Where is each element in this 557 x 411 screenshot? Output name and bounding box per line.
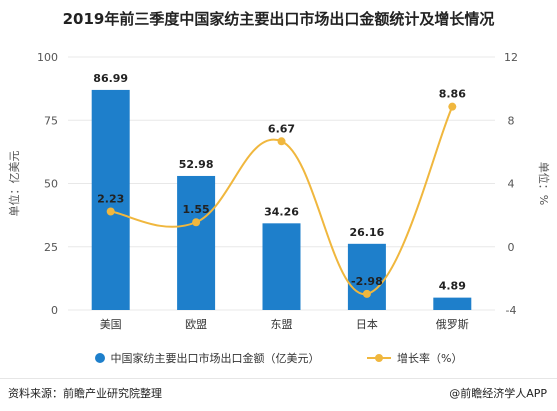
- footer: 资料来源：前瞻产业研究院整理 @前瞻经济学人APP: [0, 378, 557, 411]
- y-right-tick-label: 4: [508, 178, 515, 191]
- growth-rate-label: 1.55: [183, 203, 210, 216]
- growth-rate-line: [110, 106, 454, 295]
- source-note: 资料来源：前瞻产业研究院整理: [8, 387, 162, 400]
- legend-bar-label: 中国家纺主要出口市场出口金额（亿美元）: [110, 352, 320, 365]
- y-left-tick-label: 50: [44, 178, 58, 191]
- y-left-tick-label: 0: [51, 304, 58, 317]
- chart-title: 2019年前三季度中国家纺主要出口市场出口金额统计及增长情况: [62, 10, 495, 28]
- y-left-tick-label: 25: [44, 241, 58, 254]
- y-right-tick-label: 8: [508, 114, 515, 127]
- y-right-tick-label: 0: [508, 241, 515, 254]
- bar: [262, 223, 301, 310]
- growth-rate-label: 2.23: [97, 192, 124, 205]
- brand-label: @前瞻经济学人APP: [449, 387, 547, 400]
- bar-value-label: 34.26: [264, 205, 299, 218]
- growth-rate-point: [448, 102, 457, 111]
- growth-rate-label: 8.86: [439, 88, 466, 101]
- growth-rate-label: -2.98: [351, 275, 383, 288]
- legend: 中国家纺主要出口市场出口金额（亿美元） 增长率（%）: [0, 350, 557, 366]
- y-left-axis-title: 单位：亿美元: [7, 151, 21, 217]
- x-category-label: 美国: [100, 318, 122, 331]
- bar: [91, 89, 130, 310]
- legend-item-line: 增长率（%）: [367, 350, 462, 366]
- bar: [347, 243, 386, 310]
- y-right-axis-title: 单位：%: [537, 162, 551, 205]
- bar-value-label: 26.16: [350, 226, 385, 239]
- growth-rate-point: [192, 218, 201, 227]
- bar: [433, 297, 472, 310]
- x-category-label: 东盟: [271, 318, 293, 331]
- legend-item-bar: 中国家纺主要出口市场出口金额（亿美元）: [94, 350, 320, 366]
- bar-value-label: 86.99: [93, 72, 128, 85]
- growth-rate-label: 6.67: [268, 122, 295, 135]
- bar-value-label: 4.89: [439, 280, 466, 293]
- x-category-label: 日本: [356, 317, 378, 331]
- legend-line-label: 增长率（%）: [397, 352, 463, 365]
- bar: [177, 175, 216, 310]
- growth-rate-point: [362, 289, 371, 298]
- x-category-label: 俄罗斯: [436, 318, 469, 331]
- y-right-tick-label: -4: [506, 304, 517, 317]
- growth-rate-point: [106, 207, 115, 216]
- legend-bar-swatch: [94, 353, 105, 363]
- y-right-tick-label: 12: [504, 51, 518, 64]
- x-category-label: 欧盟: [185, 318, 207, 331]
- y-left-tick-label: 75: [44, 114, 58, 127]
- bar-value-label: 52.98: [179, 158, 214, 171]
- legend-line-swatch: [367, 353, 392, 363]
- growth-rate-point: [277, 137, 286, 146]
- y-left-tick-label: 100: [37, 51, 58, 64]
